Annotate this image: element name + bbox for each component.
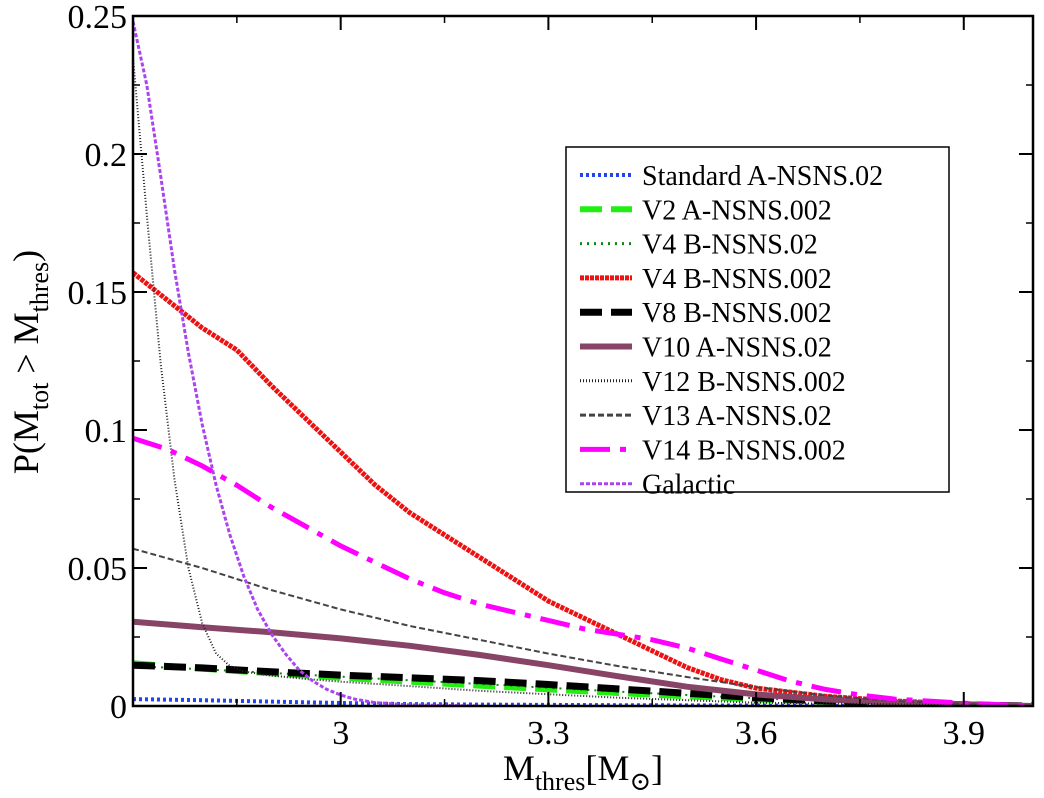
series-line-galactic [133,21,480,706]
y-axis-title-sub2: thres [25,262,54,313]
x-tick-label: 3.9 [943,715,986,752]
ticks-layer: 3 3.3 3.6 3.9 0 0.05 0.1 0.15 0.2 0.25 [68,0,1033,752]
y-tick-label: 0.2 [85,137,128,174]
x-axis-title-sub: thres [535,767,586,796]
legend-label-v4-b-nsns-02: V4 B-NSNS.02 [642,230,818,261]
legend-label-standard-a-nsns-02: Standard A-NSNS.02 [642,161,883,192]
y-tick-label: 0.25 [68,0,128,36]
legend-label-v4-b-nsns-002: V4 B-NSNS.002 [642,264,832,295]
legend-label-galactic: Galactic [642,470,735,501]
legend-label-v10-a-nsns-02: V10 A-NSNS.02 [642,333,832,364]
x-tick-label: 3 [332,715,349,752]
legend-box [565,146,950,493]
x-axis-title-main: M [503,748,535,788]
legend-label-v13-a-nsns-02: V13 A-NSNS.02 [642,401,832,432]
y-tick-label: 0 [110,689,127,726]
legend-label-v12-b-nsns-002: V12 B-NSNS.002 [642,367,846,398]
y-tick-label: 0.15 [68,275,128,312]
series-layer [133,21,1033,706]
x-tick-label: 3.3 [527,715,570,752]
series-line-v2-a-nsns-002 [133,660,1033,706]
legend-label-v8-b-nsns-002: V8 B-NSNS.002 [642,298,832,329]
series-line-v14-b-nsns-002 [133,435,1033,706]
x-axis-title-sun: ⊙ [629,767,651,796]
y-axis-title: P(Mtot > Mthres) [6,250,54,474]
x-axis-title-close: ] [651,748,663,788]
y-axis-title-sub1: tot [25,382,54,410]
y-tick-label: 0.05 [68,551,128,588]
series-line-v10-a-nsns-02 [133,618,1033,706]
x-tick-label: 3.6 [735,715,778,752]
legend-label-v2-a-nsns-002: V2 A-NSNS.002 [642,195,832,226]
x-axis-title-bracket: [M [585,748,629,788]
legend-label-v14-b-nsns-002: V14 B-NSNS.002 [642,435,846,466]
y-tick-label: 0.1 [85,413,128,450]
x-axis-title: Mthres[M⊙] [503,748,663,796]
y-axis-title-gt: > M [6,312,46,382]
y-axis-title-p: P(M [6,410,46,474]
y-axis-title-close: ) [6,250,46,262]
